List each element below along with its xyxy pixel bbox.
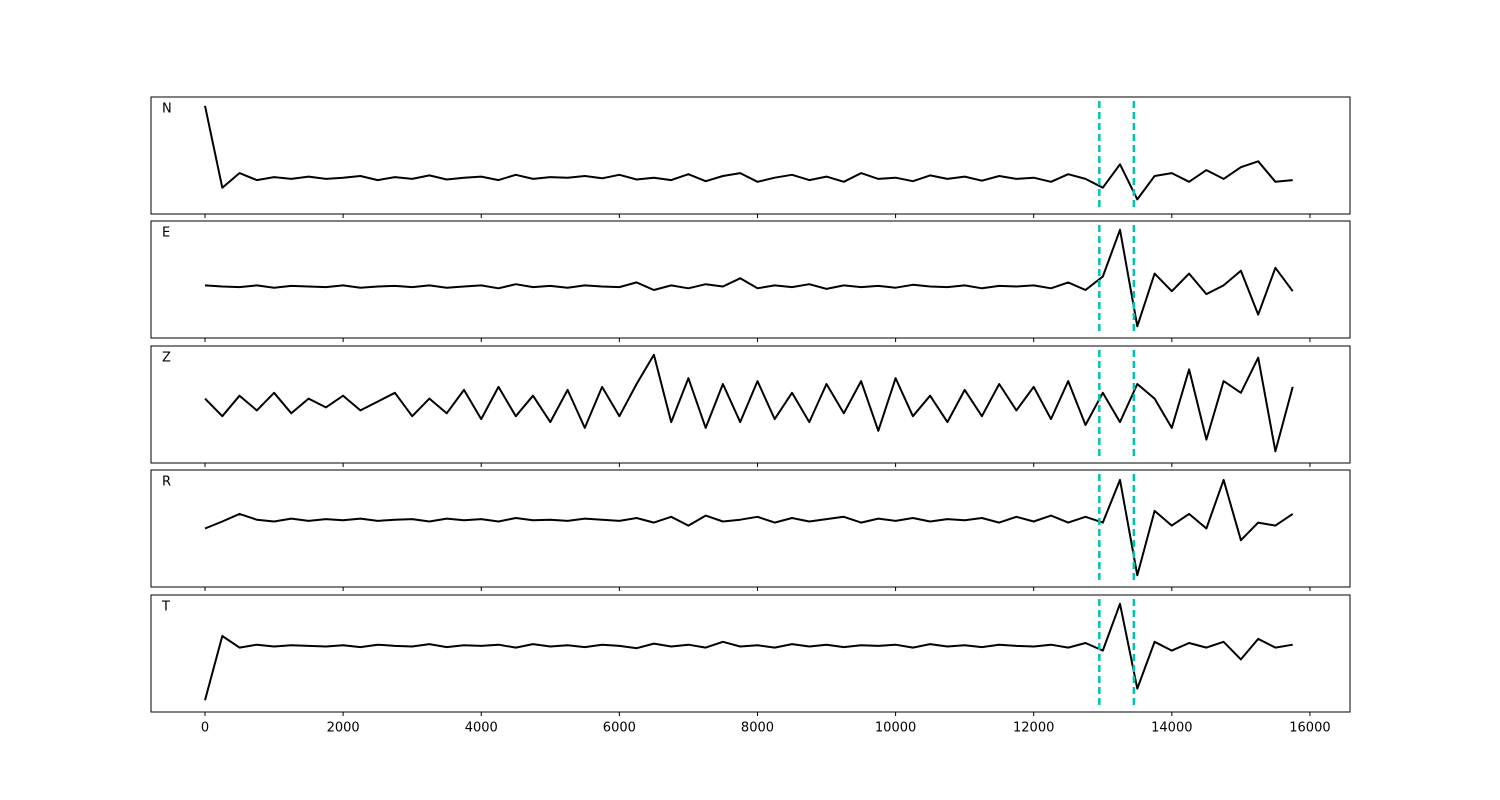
x-tick-label: 4000 [465,721,498,736]
x-tick-label: 16000 [1289,721,1330,736]
trace [204,228,1294,328]
panel-label: N [162,102,172,117]
x-tick-label: 12000 [1013,721,1054,736]
panel-frame [150,220,1351,339]
panel-frame [150,469,1351,588]
x-tick-label: 10000 [875,721,916,736]
trace [204,105,1293,201]
x-tick-label: 6000 [603,721,636,736]
x-tick-label: 14000 [1151,721,1192,736]
panel-frame [150,96,1351,215]
panel-frame [150,594,1351,713]
panel-label: R [162,475,171,490]
panel-label: T [161,600,170,615]
panel-label: E [162,226,170,241]
trace [204,353,1294,453]
trace [204,602,1293,701]
panel-label: Z [162,351,171,366]
x-tick-label: 0 [201,721,209,736]
trace [204,478,1294,577]
x-tick-label: 8000 [741,721,774,736]
x-tick-label: 2000 [327,721,360,736]
panel-frame [150,345,1351,464]
